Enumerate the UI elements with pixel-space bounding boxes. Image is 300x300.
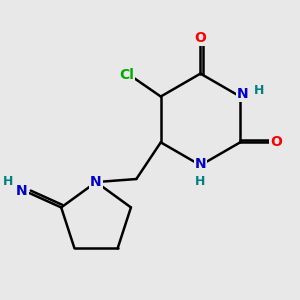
Text: H: H [254,84,265,97]
Text: N: N [16,184,28,198]
Text: Cl: Cl [119,68,134,82]
Text: H: H [195,175,206,188]
Text: N: N [195,157,206,171]
Text: N: N [90,175,102,189]
Text: H: H [3,176,13,188]
Text: N: N [237,87,248,101]
Text: O: O [270,135,282,149]
Text: O: O [194,31,206,45]
